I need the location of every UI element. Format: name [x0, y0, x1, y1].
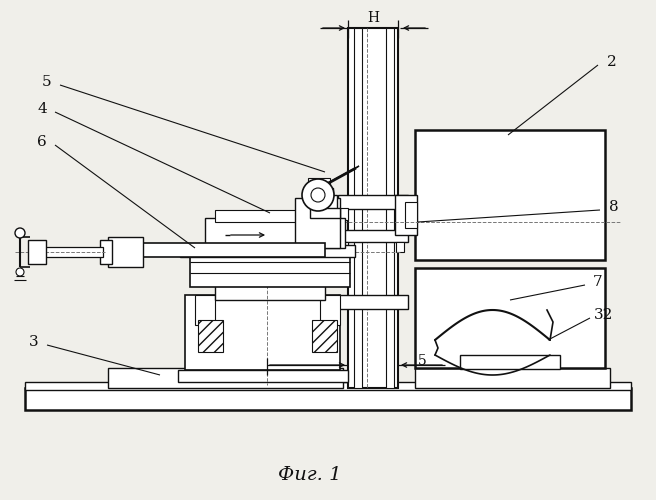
Bar: [338, 195, 408, 209]
Bar: [405, 202, 417, 228]
Bar: [415, 368, 610, 388]
Bar: [185, 295, 340, 370]
Text: 6: 6: [37, 135, 47, 149]
Bar: [338, 295, 408, 309]
Bar: [320, 295, 340, 325]
Circle shape: [302, 179, 334, 211]
Text: 7: 7: [593, 275, 603, 289]
Bar: [348, 28, 398, 388]
Bar: [28, 240, 46, 264]
Text: 3: 3: [29, 335, 39, 349]
Bar: [140, 243, 325, 257]
Bar: [215, 285, 325, 300]
Circle shape: [311, 188, 325, 202]
Polygon shape: [125, 240, 140, 258]
Bar: [45, 247, 103, 257]
Circle shape: [16, 268, 24, 276]
Bar: [396, 242, 404, 252]
Bar: [310, 208, 340, 218]
Bar: [108, 237, 143, 267]
Bar: [100, 240, 112, 264]
Bar: [308, 178, 330, 190]
Bar: [108, 368, 343, 388]
Text: H: H: [367, 11, 379, 25]
Bar: [180, 245, 355, 257]
Bar: [386, 28, 394, 388]
Bar: [415, 268, 605, 368]
Text: 5: 5: [42, 75, 52, 89]
Text: 2: 2: [607, 55, 617, 69]
Bar: [396, 208, 404, 220]
Bar: [312, 320, 337, 352]
Bar: [205, 218, 345, 248]
Circle shape: [15, 228, 25, 238]
Bar: [215, 210, 335, 222]
Bar: [340, 208, 348, 220]
Text: 5: 5: [418, 354, 426, 368]
Bar: [25, 382, 631, 390]
Bar: [178, 370, 348, 382]
Bar: [415, 130, 605, 260]
Bar: [395, 195, 417, 235]
Text: 32: 32: [594, 308, 613, 322]
Bar: [190, 255, 350, 287]
Bar: [198, 320, 223, 352]
Text: Фиг. 1: Фиг. 1: [278, 466, 342, 484]
Bar: [25, 388, 631, 410]
Bar: [354, 28, 362, 388]
Bar: [340, 242, 348, 252]
Bar: [338, 230, 408, 242]
Text: 8: 8: [609, 200, 619, 214]
Text: 4: 4: [37, 102, 47, 116]
Bar: [460, 355, 560, 369]
Bar: [195, 295, 215, 325]
Bar: [295, 198, 340, 248]
Bar: [305, 188, 333, 202]
Bar: [315, 195, 337, 209]
